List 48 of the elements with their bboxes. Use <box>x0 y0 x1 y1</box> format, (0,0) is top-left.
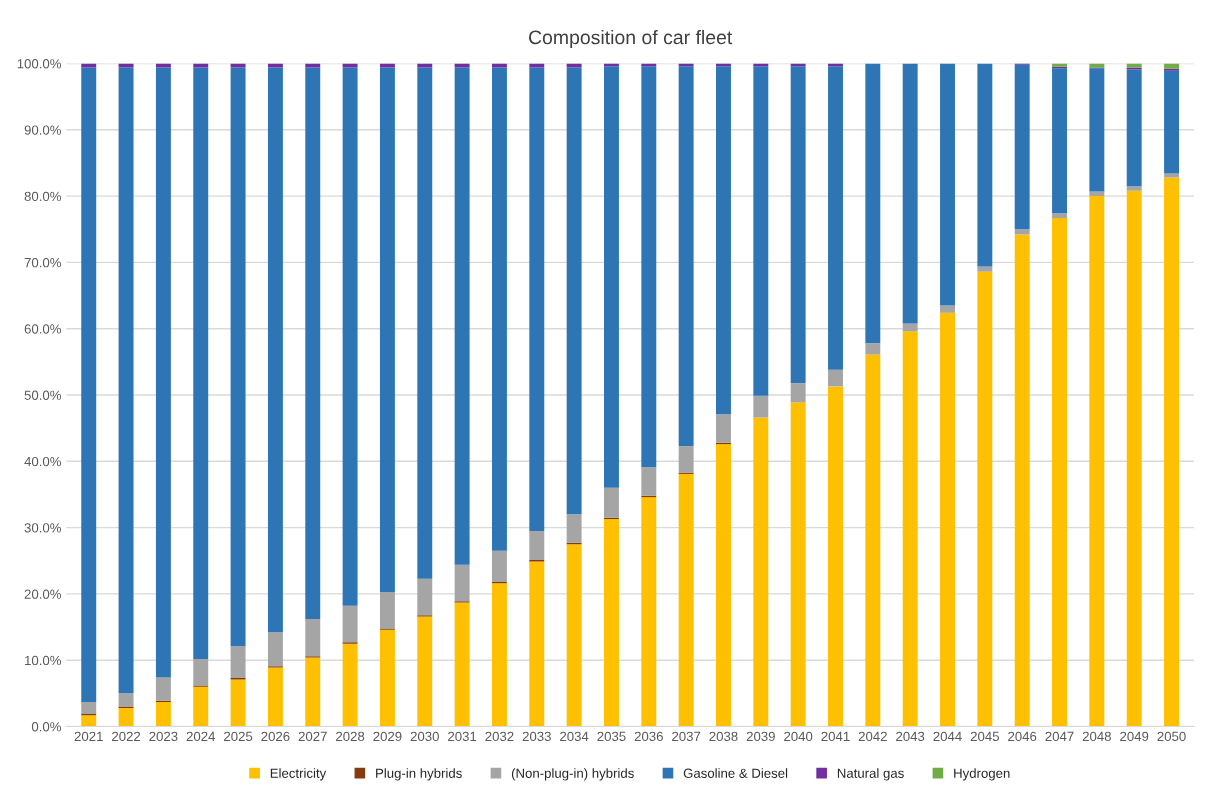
legend-label: Natural gas <box>837 768 904 781</box>
x-tick-label: 2024 <box>186 731 216 742</box>
y-tick-label: 0.0% <box>31 722 61 732</box>
y-tick-label: 20.0% <box>24 589 61 599</box>
x-tick-label: 2027 <box>298 731 327 742</box>
x-tick-label: 2032 <box>485 731 514 742</box>
x-tick-label: 2026 <box>261 731 290 742</box>
legend-label: Gasoline & Diesel <box>683 768 788 778</box>
x-tick-label: 2031 <box>448 731 477 742</box>
y-tick-label: 70.0% <box>24 257 61 268</box>
legend-label: (Non-plug-in) hybrids <box>511 768 634 781</box>
y-tick-label: 90.0% <box>24 125 61 135</box>
x-tick-label: 2047 <box>1045 731 1074 742</box>
legend-label: Electricity <box>270 768 327 781</box>
x-tick-label: 2040 <box>784 731 813 742</box>
x-tick-label: 2034 <box>560 731 589 742</box>
y-tick-label: 60.0% <box>24 324 61 334</box>
x-tick-label: 2049 <box>1120 731 1149 742</box>
x-tick-label: 2023 <box>149 731 178 742</box>
x-tick-label: 2041 <box>821 731 850 742</box>
y-tick-label: 10.0% <box>25 655 61 666</box>
x-tick-label: 2045 <box>970 731 999 742</box>
x-tick-label: 2042 <box>858 731 887 742</box>
x-tick-label: 2048 <box>1082 731 1111 742</box>
x-tick-label: 2029 <box>373 731 402 742</box>
x-tick-label: 2039 <box>746 731 775 742</box>
y-tick-label: 30.0% <box>24 523 61 533</box>
y-tick-label: 50.0% <box>24 390 61 400</box>
x-tick-label: 2050 <box>1157 731 1186 742</box>
y-tick-label: 80.0% <box>24 191 61 202</box>
x-tick-label: 2036 <box>634 731 663 742</box>
x-tick-label: 2033 <box>522 731 551 742</box>
x-tick-label: 2035 <box>597 731 626 742</box>
x-tick-label: 2038 <box>709 731 738 742</box>
x-tick-label: 2028 <box>336 731 365 742</box>
y-tick-label: 100.0% <box>17 59 61 69</box>
x-tick-label: 2021 <box>74 731 103 742</box>
x-tick-label: 2025 <box>224 731 253 742</box>
chart-title: Composition of car fleet <box>529 29 733 49</box>
y-tick-label: 40.0% <box>24 456 61 467</box>
legend-label: Hydrogen <box>954 768 1010 781</box>
x-tick-label: 2043 <box>896 731 925 742</box>
x-tick-label: 2037 <box>672 731 701 742</box>
x-tick-label: 2030 <box>410 731 439 742</box>
x-tick-label: 2044 <box>933 731 962 742</box>
x-tick-label: 2022 <box>112 731 141 742</box>
x-tick-label: 2046 <box>1008 731 1037 742</box>
legend-label: Plug-in hybrids <box>376 768 462 781</box>
